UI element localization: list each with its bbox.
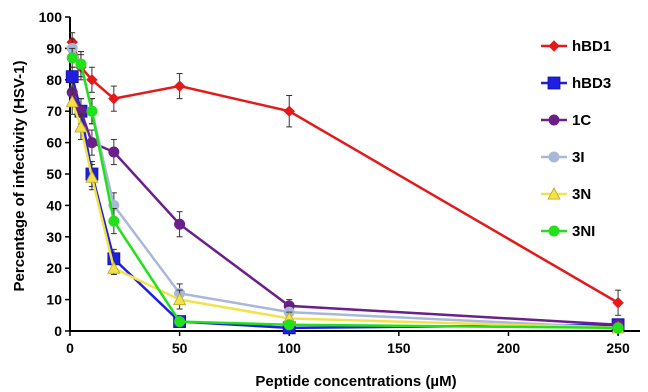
data-point (66, 52, 78, 64)
legend-label: 1C (572, 112, 591, 129)
series-3n (65, 88, 625, 334)
legend-marker (548, 114, 560, 126)
data-point (172, 292, 187, 306)
legend-marker (548, 151, 560, 163)
series-hbd3 (65, 66, 625, 335)
legend-item-3ni: 3NI (541, 223, 595, 240)
data-point (108, 215, 120, 227)
data-point (612, 322, 624, 334)
y-tick-label: 0 (54, 323, 62, 339)
series-line (71, 101, 619, 330)
legend-label: 3N (572, 186, 591, 203)
data-point (107, 261, 121, 274)
series-layer (65, 32, 625, 335)
y-axis-title: Percentage of infectivity (HSV-1) (11, 61, 28, 292)
data-point (65, 70, 79, 84)
data-point (74, 120, 88, 133)
x-tick-label: 50 (172, 340, 188, 356)
legend-label: hBD1 (572, 38, 611, 55)
data-point (283, 105, 295, 117)
data-point (174, 218, 186, 230)
series-line (71, 41, 619, 304)
x-tick-label: 100 (278, 340, 302, 356)
legend: hBD1 hBD3 1C 3I 3N 3NI (541, 38, 611, 240)
y-tick-label: 50 (46, 166, 62, 182)
data-point (612, 297, 624, 309)
y-tick-label: 20 (46, 260, 62, 276)
legend-item-3i: 3I (541, 149, 585, 166)
data-point (75, 58, 87, 70)
x-tick-label: 0 (66, 340, 74, 356)
data-point (86, 74, 98, 86)
data-point (108, 92, 120, 105)
x-axis-title: Peptide concentrations (µM) (255, 373, 456, 390)
legend-label: 3I (572, 149, 585, 166)
y-tick-label: 70 (46, 103, 62, 119)
series-3i (66, 38, 624, 334)
series-line (70, 76, 619, 330)
legend-label: 3NI (572, 223, 595, 240)
x-tick-label: 150 (387, 340, 411, 356)
legend-item-3n: 3N (541, 186, 591, 203)
y-tick-label: 40 (46, 197, 62, 213)
data-point (85, 170, 99, 183)
data-point (86, 105, 98, 117)
data-point (174, 316, 186, 328)
y-tick-label: 60 (46, 135, 62, 151)
x-tick-label: 250 (606, 340, 630, 356)
legend-item-hbd1: hBD1 (541, 38, 611, 55)
data-point (108, 146, 120, 158)
y-tick-label: 30 (46, 229, 62, 245)
y-tick-label: 10 (46, 292, 62, 308)
legend-item-hbd3: hBD3 (541, 75, 611, 92)
data-point (86, 137, 98, 149)
legend-marker (547, 76, 561, 90)
data-point (283, 319, 295, 331)
legend-item-1c: 1C (541, 112, 591, 129)
legend-marker (548, 40, 560, 52)
axes: 0 10 20 30 40 50 60 70 80 90 100 0 50 100 150 200 250 (39, 9, 640, 356)
data-point (65, 94, 79, 108)
legend-marker (548, 225, 560, 237)
series-line (71, 91, 619, 326)
series-3ni (66, 47, 624, 334)
legend-marker (547, 187, 561, 200)
legend-label: hBD3 (572, 75, 611, 92)
y-tick-label: 100 (39, 9, 63, 25)
data-point (173, 80, 186, 92)
x-tick-label: 200 (497, 340, 521, 356)
y-tick-label: 90 (46, 40, 62, 56)
y-tick-label: 80 (46, 72, 62, 88)
series-hbd1 (66, 32, 624, 316)
